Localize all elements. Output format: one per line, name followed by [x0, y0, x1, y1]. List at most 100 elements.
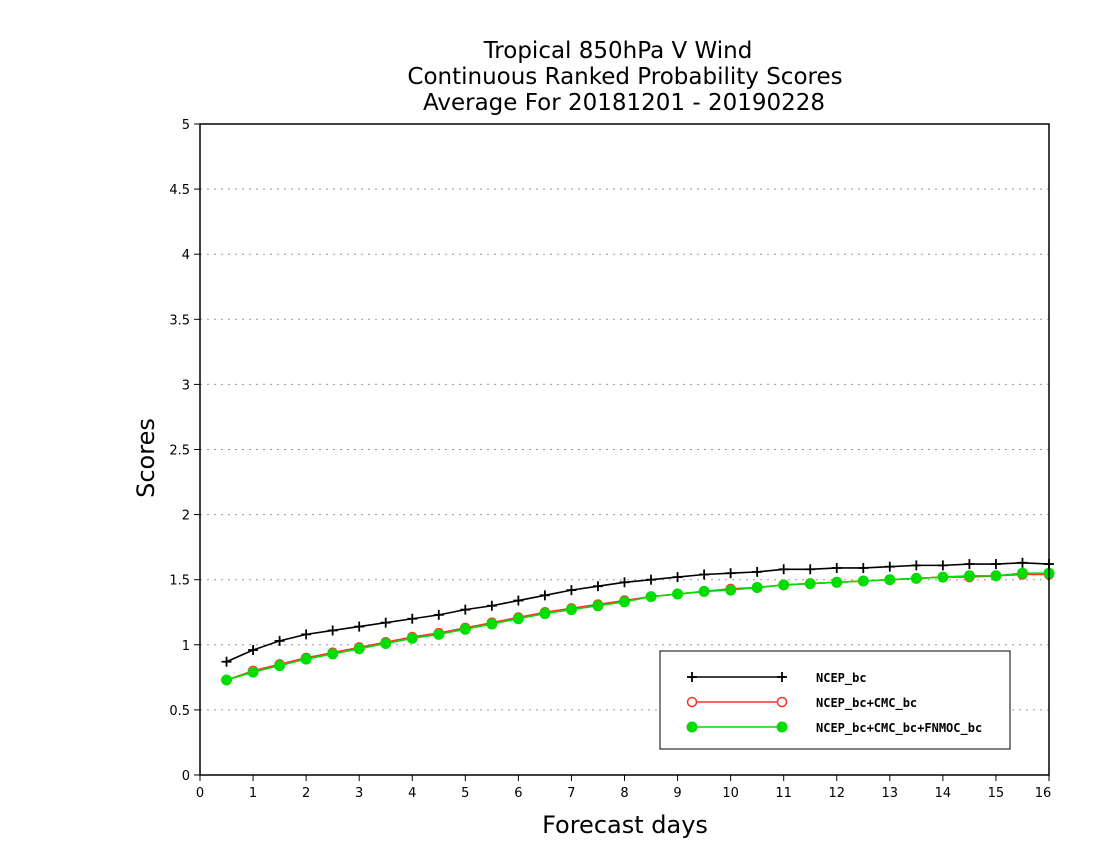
y-tick-label: 2	[182, 509, 190, 524]
x-tick-label: 13	[882, 786, 899, 801]
x-tick-label: 15	[988, 786, 1005, 801]
data-point	[725, 568, 736, 579]
data-point	[619, 577, 630, 588]
x-tick-label: 6	[514, 786, 522, 801]
data-point	[672, 588, 684, 600]
x-tick-label: 14	[935, 786, 952, 801]
y-tick-label: 1.5	[169, 574, 190, 589]
series-3	[221, 567, 1055, 686]
x-tick-label: 3	[355, 786, 363, 801]
data-point	[1017, 557, 1028, 568]
data-point	[433, 609, 444, 620]
series-group	[221, 557, 1055, 686]
y-gridlines	[200, 188, 1049, 711]
data-point	[486, 618, 498, 630]
data-point	[459, 623, 471, 635]
data-point	[751, 582, 763, 594]
x-tick-label: 12	[828, 786, 845, 801]
x-tick-label: 2	[302, 786, 310, 801]
data-point	[353, 643, 365, 655]
data-point	[460, 604, 471, 615]
data-point	[221, 656, 232, 667]
y-tick-label: 1	[182, 639, 190, 654]
legend-label: NCEP_bc	[816, 671, 867, 686]
data-point	[858, 562, 869, 573]
data-point	[566, 585, 577, 596]
y-tick-label: 3.5	[169, 313, 190, 328]
y-tick-label: 4.5	[169, 183, 190, 198]
x-tick-label: 0	[196, 786, 204, 801]
legend-label: NCEP_bc+CMC_bc+FNMOC_bc	[816, 721, 982, 736]
data-point	[990, 570, 1002, 582]
data-point	[380, 637, 392, 649]
data-point	[221, 674, 233, 686]
x-axis-ticks: 0 1 2 3 4 5 6 7 8 9 10 11 12 13 14 15 16	[196, 775, 1051, 801]
data-point	[513, 595, 524, 606]
data-point	[486, 600, 497, 611]
legend: NCEP_bc NCEP_bc+CMC_bc NCEP_bc+CMC_bc+FNMO…	[659, 650, 1011, 750]
y-axis-ticks: 0 0.5 1 1.5 2 2.5 3 3.5 4 4.5 5	[169, 118, 200, 784]
y-tick-label: 5	[182, 118, 190, 133]
data-point	[512, 613, 524, 625]
data-point	[1016, 567, 1028, 579]
data-point	[592, 600, 604, 612]
data-point	[646, 574, 657, 585]
legend-item: NCEP_bc+CMC_bc+FNMOC_bc	[686, 721, 982, 736]
data-point	[699, 569, 710, 580]
y-tick-label: 2.5	[169, 444, 190, 459]
data-point	[274, 635, 285, 646]
chart-title-line-2: Continuous Ranked Probability Scores	[407, 64, 842, 90]
legend-marker	[686, 696, 698, 708]
x-tick-label: 5	[461, 786, 469, 801]
data-point	[778, 564, 789, 575]
legend-marker	[687, 672, 697, 682]
data-point	[963, 570, 975, 582]
y-tick-label: 4	[182, 248, 190, 263]
x-axis-label: Forecast days	[542, 811, 708, 839]
x-tick-label: 7	[567, 786, 575, 801]
data-point	[672, 572, 683, 583]
x-tick-label: 4	[408, 786, 416, 801]
data-point	[248, 645, 259, 656]
data-point	[725, 584, 737, 596]
data-point	[698, 585, 710, 597]
x-tick-label: 1	[249, 786, 257, 801]
data-point	[247, 666, 259, 678]
data-point	[804, 578, 816, 590]
plot-frame	[199, 123, 1050, 776]
data-point	[406, 632, 418, 644]
legend-item: NCEP_bc+CMC_bc	[686, 696, 917, 711]
data-point	[937, 560, 948, 571]
data-point	[274, 660, 286, 672]
legend-marker	[776, 721, 788, 733]
x-tick-label: 16	[1035, 786, 1052, 801]
data-point	[990, 559, 1001, 570]
data-point	[619, 596, 630, 608]
chart-title: Tropical 850hPa V Wind Continuous Ranked…	[407, 38, 842, 116]
chart-title-line-1: Tropical 850hPa V Wind	[483, 38, 753, 64]
data-point	[937, 571, 949, 583]
data-point	[301, 629, 312, 640]
x-tick-label: 10	[722, 786, 739, 801]
legend-item: NCEP_bc	[687, 671, 867, 686]
y-axis-label: Scores	[132, 418, 160, 498]
data-point	[831, 576, 843, 588]
data-point	[539, 590, 550, 601]
series-1	[221, 557, 1054, 667]
x-tick-label: 9	[673, 786, 681, 801]
legend-marker	[776, 696, 788, 708]
data-point	[433, 628, 445, 640]
x-tick-label: 11	[775, 786, 792, 801]
data-point	[300, 653, 312, 665]
legend-label: NCEP_bc+CMC_bc	[816, 696, 917, 711]
legend-box	[659, 650, 1011, 750]
y-tick-label: 0	[182, 769, 190, 784]
y-tick-label: 0.5	[169, 704, 190, 719]
data-point	[911, 560, 922, 571]
legend-marker	[686, 721, 698, 733]
data-point	[857, 575, 869, 587]
legend-marker	[777, 672, 787, 682]
data-point	[565, 604, 577, 616]
data-point	[805, 564, 816, 575]
data-point	[778, 579, 790, 591]
